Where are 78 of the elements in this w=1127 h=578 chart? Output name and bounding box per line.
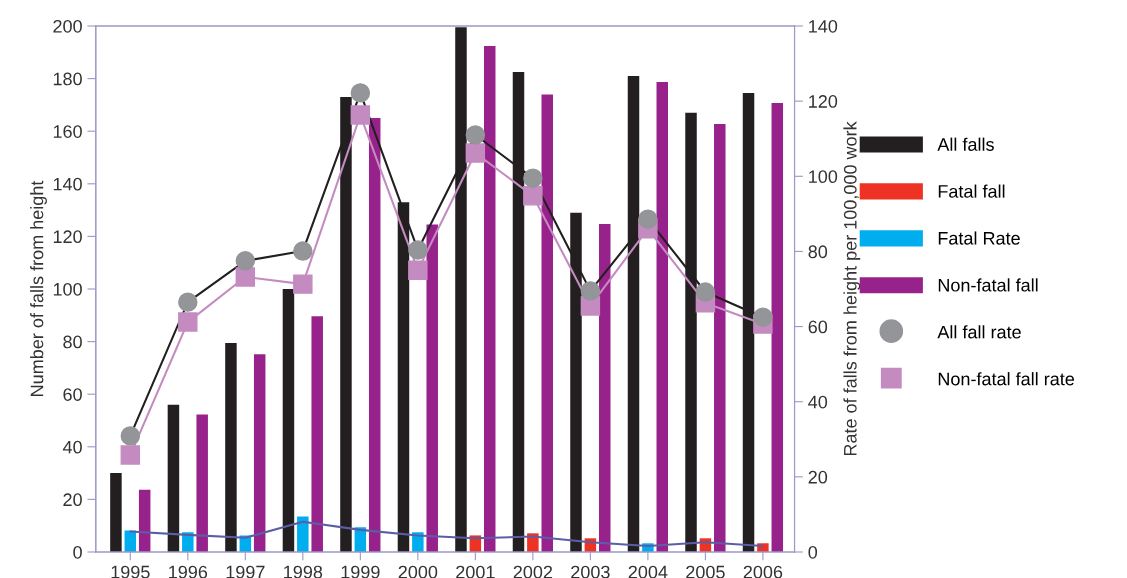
x-tick-label: 2001 [456,565,495,578]
y-tick-label: 140 [53,177,82,191]
bar [225,342,237,552]
bar [110,473,122,552]
point [120,426,141,446]
y-axis-title: Number of falls from height [30,180,47,396]
point [695,282,716,302]
bar [771,103,784,552]
point [293,274,313,294]
bar [426,224,438,552]
y-tick-label: 120 [53,230,82,244]
x-tick-label: 2005 [686,565,725,578]
y2-axis-title: Rate of falls from height per 100,000 work [843,121,861,456]
point [178,312,198,332]
point [408,240,428,260]
y-tick-label: 0 [73,545,82,559]
y2-tick-label: 140 [809,19,838,33]
y-tick-label: 20 [63,493,82,507]
point [350,105,371,125]
x-tick-label: 2003 [571,565,610,578]
x-tick-label: 1997 [226,565,265,578]
x-tick-label: 1996 [169,565,208,578]
y2-tick-label: 40 [808,395,828,409]
point [350,83,371,103]
point [465,143,486,163]
point [465,125,486,145]
x-tick-label: 2006 [743,565,783,578]
point [580,281,601,301]
point [523,168,543,188]
y2-tick-label: 20 [808,470,828,484]
point [293,241,313,261]
bar [253,354,266,552]
y-tick-label: 40 [62,440,82,454]
point [120,445,141,465]
bar [541,94,553,552]
x-tick-label: 1995 [111,565,150,578]
bar [483,46,496,552]
y2-tick-label: 0 [808,545,818,559]
x-tick-label: 2002 [513,565,553,578]
bar [282,289,295,552]
y2-tick-label: 120 [809,95,838,108]
legend-label: Fatal Rate [938,231,1020,245]
y2-tick-label: 100 [809,170,838,184]
bar [368,118,381,552]
x-tick-label: 1999 [341,565,380,578]
bar [182,532,194,552]
legend-label: Non-fatal fall [938,278,1038,292]
point [523,186,543,206]
bar [714,124,726,552]
y2-tick-label: 80 [808,245,828,259]
x-tick-label: 2004 [628,565,668,578]
bar [656,82,669,552]
y-tick-label: 160 [53,125,82,138]
legend-label: Fatal fall [938,184,1005,198]
y-tick-label: 200 [53,19,82,33]
bar [167,404,180,552]
point [235,251,256,271]
legend-label: All falls [937,137,994,151]
y2-tick-label: 60 [808,320,828,334]
y-tick-label: 80 [63,335,82,349]
bar [138,489,151,552]
point [638,209,658,229]
line-series [129,520,764,547]
point [178,292,198,312]
legend-label: All fall rate [937,325,1021,339]
point [753,307,773,327]
y-tick-label: 180 [53,72,82,86]
x-tick-label: 1998 [284,565,323,578]
bar [599,224,611,552]
x-tick-label: 2000 [398,565,438,578]
y-tick-label: 100 [53,282,82,296]
legend-label: Non-fatal fall rate [938,372,1075,386]
y-tick-label: 60 [63,388,82,401]
bar [297,516,309,552]
point [235,267,256,287]
bar [196,414,208,552]
bar [311,316,323,552]
point [408,260,428,280]
